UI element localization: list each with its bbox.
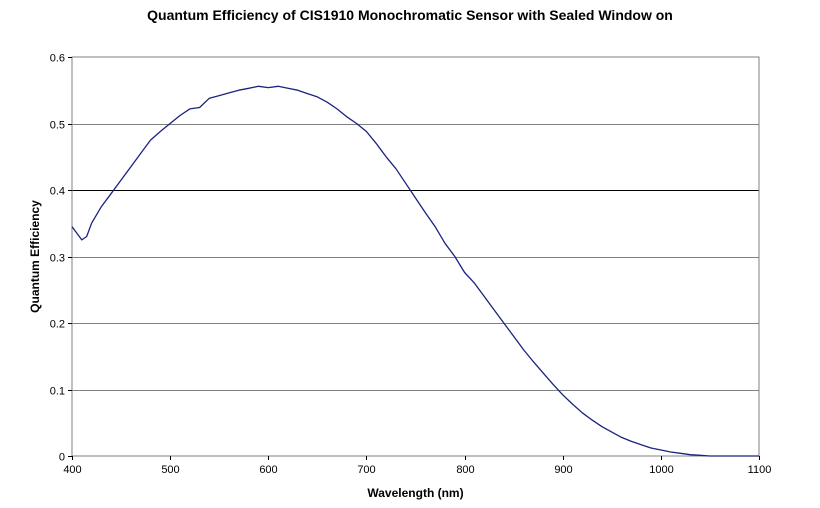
x-tick-label: 800 [456, 464, 474, 476]
chart-title: Quantum Efficiency of CIS1910 Monochroma… [147, 7, 673, 23]
y-tick-label: 0.5 [50, 120, 65, 132]
x-tick-label: 900 [554, 464, 572, 476]
x-tick-label: 500 [161, 464, 179, 476]
x-tick-label: 600 [259, 464, 277, 476]
y-axis-ticks: 0 0.1 0.2 0.3 0.4 0.5 0.6 [50, 53, 72, 464]
y-tick-label: 0.4 [50, 186, 65, 198]
x-axis-ticks: 400 500 600 700 800 900 1000 1100 [63, 456, 771, 476]
series-layer [71, 85, 759, 457]
y-axis-label: Quantum Efficiency [28, 200, 42, 313]
gridlines [72, 124, 759, 391]
y-tick-label: 0.6 [50, 53, 65, 65]
series-line [71, 85, 759, 457]
x-axis-label: Wavelength (nm) [367, 486, 463, 500]
y-tick-label: 0.2 [50, 319, 65, 331]
plot-frame [71, 56, 760, 457]
x-tick-label: 1000 [649, 464, 673, 476]
y-tick-label: 0 [59, 452, 65, 464]
y-tick-label: 0.3 [50, 253, 65, 265]
x-tick-label: 1100 [748, 464, 772, 476]
x-tick-label: 700 [357, 464, 375, 476]
y-tick-label: 0.1 [50, 386, 65, 398]
x-tick-label: 400 [63, 464, 81, 476]
